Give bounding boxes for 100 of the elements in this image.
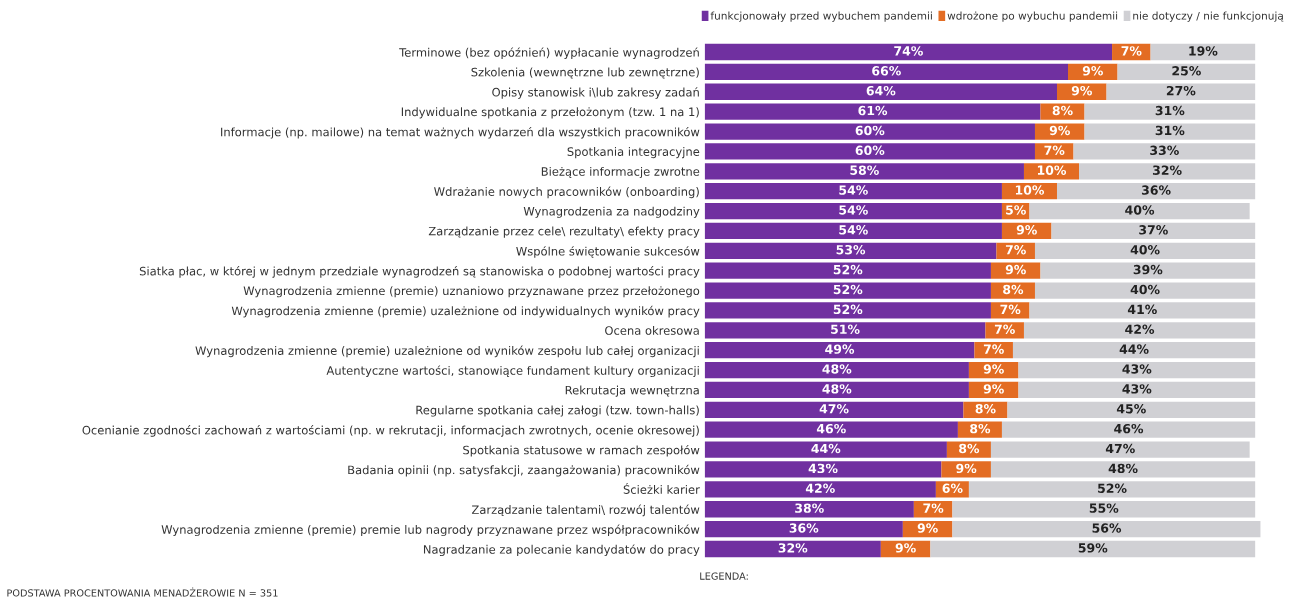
data-label: 31% <box>1155 125 1185 136</box>
data-label: 9% <box>956 463 977 474</box>
bar <box>990 461 1256 478</box>
data-label: 9% <box>895 543 916 553</box>
data-label: 58% <box>850 165 879 175</box>
y-tick-label: Informacje (np. mailowe) na temat ważnych wydarzeń dla wszystkich pracowników <box>221 126 700 139</box>
data-label: 9% <box>917 523 938 533</box>
bar <box>946 441 991 458</box>
y-tick-label: Wynagrodzenia za nadgodziny <box>523 206 700 218</box>
data-label: 41% <box>1127 304 1157 315</box>
y-tick-label: Wspólne świętowanie sukcesów <box>516 246 700 258</box>
bar <box>1034 242 1256 259</box>
y-tick-label: Badania opinii (np. satysfakcji, zaangażowania) pracowników <box>348 464 700 477</box>
data-label: 10% <box>1015 185 1045 195</box>
data-label: 54% <box>839 225 868 235</box>
y-tick-label: Wynagrodzenia zmienne (premie) uzależnione od indywidualnych wyników pracy <box>231 305 700 318</box>
bar <box>990 302 1030 319</box>
data-label: 60% <box>855 125 885 136</box>
bar <box>1040 103 1085 120</box>
data-label: 40% <box>1125 205 1155 215</box>
data-label: 43% <box>808 463 838 474</box>
data-label: 52% <box>833 264 863 275</box>
data-label: 43% <box>1122 364 1152 374</box>
data-label: 9% <box>983 384 1004 394</box>
data-label: 31% <box>1155 105 1185 116</box>
bar <box>704 163 1024 180</box>
bar <box>704 63 1069 81</box>
data-label: 52% <box>833 284 863 295</box>
data-label: 8% <box>1052 105 1073 116</box>
data-label: 7% <box>994 324 1015 334</box>
text: LEGENDA: <box>700 572 748 580</box>
bar <box>1018 381 1256 399</box>
data-label: 39% <box>1133 264 1163 275</box>
y-tick-label: Nagradzanie za polecanie kandydatów do pracy <box>423 544 700 556</box>
bar <box>1001 421 1256 438</box>
data-label: 52% <box>833 304 863 315</box>
bar <box>704 461 942 478</box>
data-label: 40% <box>1130 284 1160 295</box>
data-label: 43% <box>1122 384 1152 394</box>
data-label: 74% <box>894 46 923 56</box>
y-tick-label: Wynagrodzenia zmienne (premie) uznaniowo przyznawane przez przełożonego <box>243 286 700 298</box>
legend-label: wdrożone po wybuchu pandemii <box>947 11 1118 22</box>
bar <box>704 540 881 558</box>
bar <box>704 481 936 498</box>
data-label: 7% <box>1005 244 1026 255</box>
y-tick-label: Zarządzanie talentami\ rozwój talentów <box>471 504 700 517</box>
bar <box>704 361 969 379</box>
data-label: 46% <box>1114 423 1144 434</box>
bar <box>704 501 914 518</box>
bar <box>704 183 1002 200</box>
bar <box>704 242 997 259</box>
bar <box>1023 322 1256 339</box>
y-tick-label: Wynagrodzenia zmienne (premie) uzależnione od wyników zespołu lub całej organizacji <box>195 345 699 358</box>
bar <box>1051 222 1256 240</box>
bar <box>704 123 1035 140</box>
data-label: 9% <box>1082 66 1103 76</box>
bar <box>1018 361 1256 379</box>
y-tick-label: Autentyczne wartości, stanowiące fundament kultury organizacji <box>326 365 699 378</box>
bar <box>1007 401 1256 418</box>
bar <box>1040 262 1256 279</box>
bar <box>704 43 1113 61</box>
bar <box>1084 103 1256 120</box>
data-label: 19% <box>1189 46 1218 56</box>
data-label: 40% <box>1130 244 1160 255</box>
data-label: 46% <box>816 423 846 434</box>
data-label: 9% <box>1071 85 1092 96</box>
y-tick-label: Ocena okresowa <box>605 325 699 335</box>
bar <box>1057 183 1256 200</box>
bar <box>1106 83 1256 100</box>
data-label: 64% <box>866 85 896 96</box>
y-tick-label: Zarządzanie przez cele\ rezultaty\ efekty pracy <box>428 226 700 238</box>
bar <box>704 202 1002 220</box>
bar <box>704 302 991 319</box>
data-label: 37% <box>1139 225 1168 235</box>
data-label: 8% <box>1003 284 1024 295</box>
data-label: 54% <box>839 205 868 215</box>
bar <box>952 501 1256 518</box>
data-label: 10% <box>1037 165 1067 175</box>
y-tick-label: Wynagrodzenia zmienne (premie) premie lub nagrody przyznawane przez współpracowników <box>161 524 700 537</box>
y-tick-label: Opisy stanowisk i\lub zakresy zadań <box>492 87 699 99</box>
bar <box>704 520 903 538</box>
data-label: 55% <box>1089 503 1119 513</box>
bar <box>968 481 1256 498</box>
data-label: 61% <box>858 105 888 116</box>
data-label: 48% <box>1108 463 1138 474</box>
data-label: 32% <box>1152 165 1182 175</box>
y-tick-label: Indywidualne spotkania z przełożonym (tzw. 1 na 1) <box>401 107 699 119</box>
bar <box>704 222 1002 240</box>
data-label: 9% <box>1016 225 1037 235</box>
data-label: 7% <box>1121 46 1142 56</box>
data-label: 33% <box>1150 145 1179 156</box>
y-tick-label: Ocenianie zgodności zachowań z wartościami (np. w rekrutacji, informacjach zwrotnych, ocenie okresowej) <box>82 425 699 437</box>
data-label: 49% <box>825 344 855 354</box>
data-label: 44% <box>1119 344 1149 354</box>
bar <box>1084 123 1256 140</box>
data-label: 5% <box>1006 205 1026 215</box>
data-label: 27% <box>1166 85 1196 96</box>
bar <box>704 421 958 438</box>
data-label: 36% <box>1141 185 1171 195</box>
data-label: 48% <box>822 384 852 394</box>
